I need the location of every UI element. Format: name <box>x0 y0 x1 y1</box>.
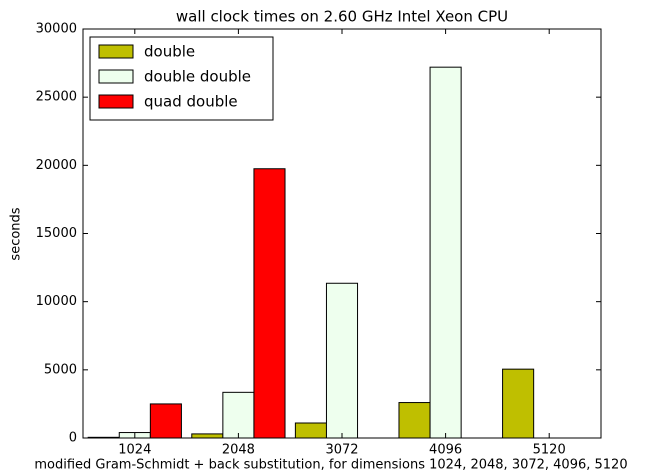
y-tick-label: 10000 <box>36 294 77 309</box>
bar <box>253 168 286 439</box>
bar <box>502 368 535 439</box>
bar <box>222 391 255 439</box>
bar <box>191 433 224 439</box>
legend-swatch <box>98 44 134 59</box>
chart-title: wall clock times on 2.60 GHz Intel Xeon … <box>176 8 508 26</box>
y-tick-label: 0 <box>69 431 77 446</box>
y-tick-label: 30000 <box>36 22 77 37</box>
x-tick-label: 2048 <box>222 443 255 458</box>
y-tick-label: 25000 <box>36 90 77 105</box>
legend-label: quad double <box>144 93 238 111</box>
bar <box>398 402 431 439</box>
x-tick-label: 1024 <box>118 443 151 458</box>
x-axis-label: modified Gram-Schmidt + back substitutio… <box>34 458 627 473</box>
y-tick-label: 20000 <box>36 158 77 173</box>
bar <box>149 403 182 439</box>
legend-swatch <box>98 69 134 84</box>
x-tick-label: 4096 <box>429 443 462 458</box>
y-axis-label: seconds <box>9 207 24 260</box>
x-tick-label: 5120 <box>533 443 566 458</box>
legend-label: double <box>144 43 195 61</box>
legend-swatch <box>98 94 134 109</box>
legend-label: double double <box>144 68 251 86</box>
y-tick-label: 5000 <box>44 362 77 377</box>
x-tick-label: 3072 <box>325 443 358 458</box>
plot-frame <box>82 28 602 439</box>
bar <box>429 66 462 439</box>
y-tick-label: 15000 <box>36 226 77 241</box>
bar <box>325 282 359 439</box>
bar <box>294 422 327 439</box>
